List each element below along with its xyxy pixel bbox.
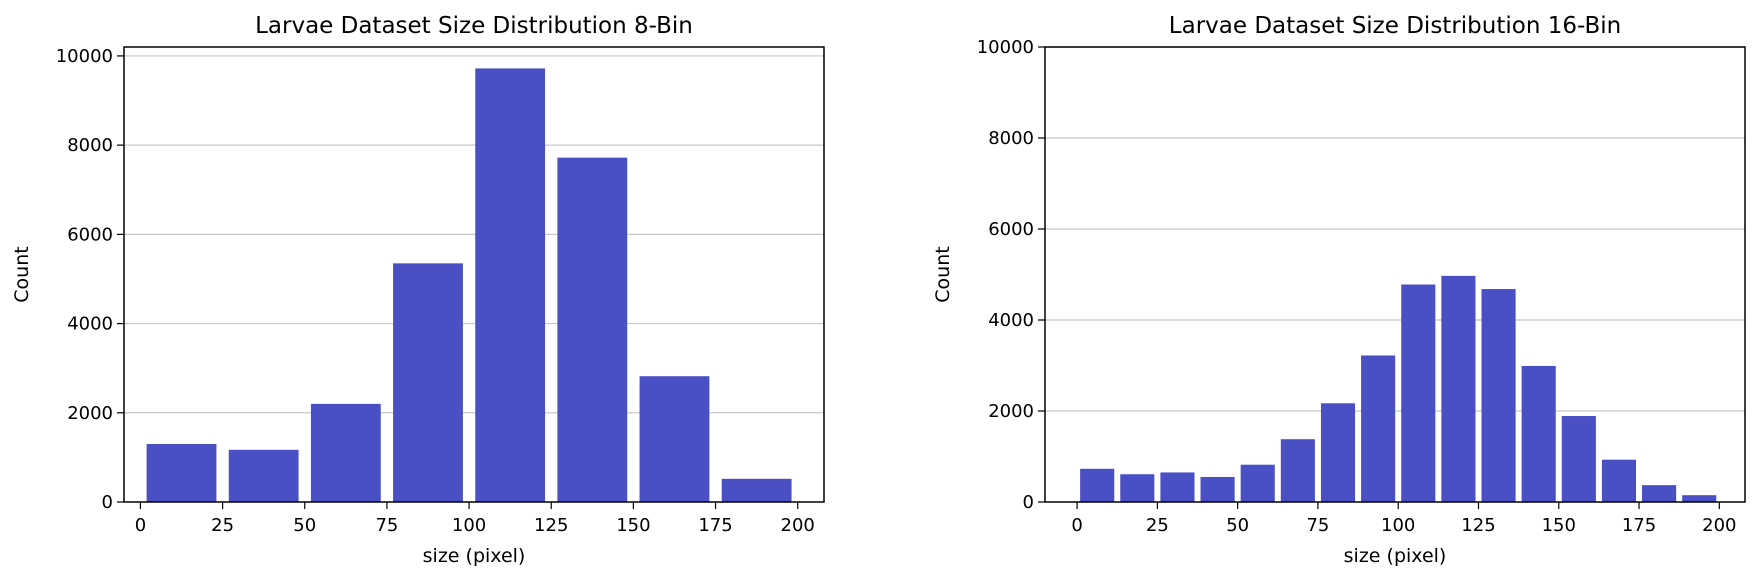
chart-title: Larvae Dataset Size Distribution 16-Bin [1169, 13, 1621, 39]
x-tick-label: 75 [1306, 515, 1329, 536]
bar [1601, 459, 1637, 502]
y-tick-label: 6000 [988, 219, 1034, 240]
x-tick-label: 150 [1542, 515, 1576, 536]
y-axis-label: Count [11, 246, 33, 302]
bar [1320, 403, 1356, 502]
x-axis-label: size (pixel) [1344, 545, 1447, 567]
bar [475, 68, 546, 502]
x-tick-label: 125 [1461, 515, 1495, 536]
bar [393, 263, 463, 502]
chart-16-bin: 0 25 50 75 100 125 150 175 200 0 2000 4000 6000 8000… [932, 13, 1746, 567]
bar [1240, 464, 1275, 502]
bar [1401, 284, 1436, 502]
x-axis-label: size (pixel) [423, 545, 526, 567]
bar [1561, 416, 1596, 502]
bar [1682, 495, 1717, 502]
bar [721, 478, 792, 502]
x-tick-label: 100 [1381, 515, 1415, 536]
bar [557, 157, 628, 503]
y-axis-ticks: 0 2000 4000 6000 8000 10000 [56, 46, 124, 513]
chart-title: Larvae Dataset Size Distribution 8-Bin [255, 13, 693, 39]
x-tick-label: 100 [452, 515, 486, 536]
y-tick-label: 6000 [67, 224, 113, 245]
bar [1521, 365, 1556, 502]
y-tick-label: 4000 [67, 314, 113, 335]
y-tick-label: 0 [102, 492, 113, 513]
y-tick-label: 0 [1023, 492, 1034, 513]
x-tick-label: 50 [293, 515, 316, 536]
y-axis-label: Count [932, 246, 954, 302]
x-tick-label: 175 [698, 515, 732, 536]
x-tick-label: 200 [781, 515, 815, 536]
bar [1160, 472, 1195, 502]
x-tick-label: 75 [375, 515, 398, 536]
y-axis-ticks: 0 2000 4000 6000 8000 10000 [977, 37, 1045, 513]
bars [146, 68, 792, 503]
bar [1200, 476, 1235, 502]
x-tick-label: 125 [534, 515, 568, 536]
bar [310, 403, 381, 502]
grid-lines [124, 55, 824, 414]
y-tick-label: 8000 [988, 128, 1034, 149]
x-tick-label: 50 [1226, 515, 1249, 536]
x-tick-label: 0 [135, 515, 146, 536]
plot-frame [1044, 46, 1746, 503]
chart-8-bin: 0 25 50 75 100 125 150 175 200 0 2000 4000 6000 8000… [11, 13, 825, 567]
y-tick-label: 8000 [67, 135, 113, 156]
x-tick-label: 0 [1071, 515, 1082, 536]
y-tick-label: 10000 [977, 37, 1034, 58]
y-tick-label: 2000 [67, 403, 113, 424]
x-tick-label: 200 [1702, 515, 1736, 536]
x-axis-ticks: 0 25 50 75 100 125 150 175 200 [1071, 502, 1736, 536]
bar [1280, 439, 1315, 502]
y-tick-label: 4000 [988, 310, 1034, 331]
y-tick-label: 10000 [56, 46, 113, 67]
x-tick-label: 25 [1146, 515, 1169, 536]
bars [1080, 275, 1717, 502]
bar [1361, 355, 1396, 502]
bar [1120, 474, 1155, 502]
y-tick-label: 2000 [988, 401, 1034, 422]
x-axis-ticks: 0 25 50 75 100 125 150 175 200 [135, 502, 815, 536]
bar [228, 449, 299, 502]
bar [1080, 468, 1115, 502]
bar [639, 376, 710, 502]
bar [146, 444, 217, 502]
bar [1481, 289, 1516, 502]
x-tick-label: 150 [616, 515, 650, 536]
x-tick-label: 175 [1622, 515, 1656, 536]
x-tick-label: 25 [211, 515, 234, 536]
plot-frame [123, 46, 825, 503]
bar [1642, 485, 1677, 502]
bar [1441, 275, 1476, 502]
